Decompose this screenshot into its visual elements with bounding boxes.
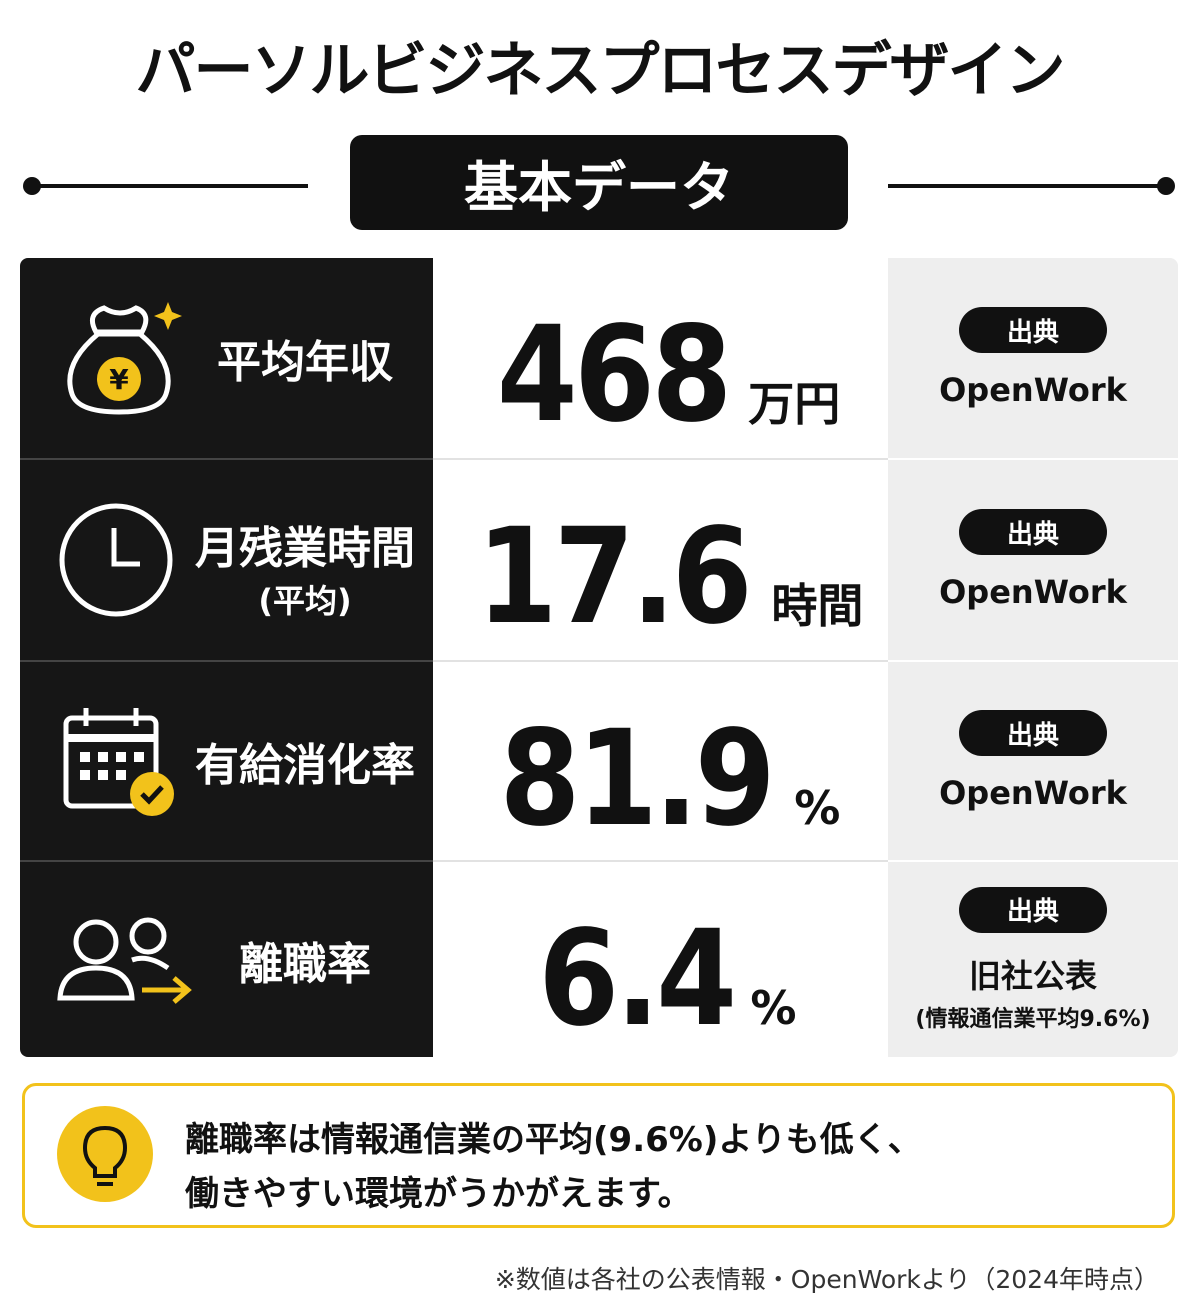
unit: %: [750, 981, 797, 1035]
source-cell: 出典 OpenWork: [888, 662, 1178, 862]
source: OpenWork: [939, 573, 1127, 611]
unit: %: [794, 781, 841, 835]
label-text: 月残業時間: [195, 523, 415, 574]
note-line: 離職率は情報通信業の平均(9.6%)よりも低く、: [185, 1120, 922, 1160]
value-cell: 17.6 時間: [433, 460, 888, 662]
label: 月残業時間 (平均): [190, 512, 420, 622]
source-label: 出典: [959, 509, 1107, 555]
label-cell: 離職率: [20, 862, 433, 1057]
svg-text:¥: ¥: [109, 363, 129, 396]
bulb-icon: [57, 1106, 153, 1202]
subtitle: 基本データ: [350, 135, 848, 230]
footnote: ※数値は各社の公表情報・OpenWorkより（2024年時点）: [494, 1265, 1159, 1294]
label: 離職率: [239, 938, 371, 990]
value: 6.4: [537, 902, 737, 1056]
note-line: 働きやすい環境がうかがえます。: [185, 1174, 692, 1214]
value: 81.9: [499, 702, 775, 856]
source: OpenWork: [939, 371, 1127, 409]
value-cell: 468 万円: [433, 258, 888, 460]
value: 17.6: [476, 500, 752, 654]
source: OpenWork: [939, 774, 1127, 812]
calendar-icon: [63, 708, 174, 816]
value: 468: [496, 298, 732, 452]
unit: 万円: [748, 377, 841, 431]
source-label: 出典: [959, 307, 1107, 353]
note-box: 離職率は情報通信業の平均(9.6%)よりも低く、 働きやすい環境がうかがえます。: [22, 1083, 1175, 1228]
source-note: (情報通信業平均9.6%): [915, 1006, 1151, 1032]
label-note: (平均): [258, 582, 352, 620]
source-cell: 出典旧社公表 (情報通信業平均9.6%): [888, 862, 1178, 1057]
unit: 時間: [771, 579, 864, 633]
label-cell: 月残業時間 (平均): [20, 460, 433, 662]
clock-icon: [59, 503, 173, 617]
source: 旧社公表: [968, 956, 1097, 995]
value-cell: 81.9%: [433, 662, 888, 862]
source-cell: 出典 OpenWork: [888, 258, 1178, 460]
label: 有給消化率: [195, 740, 415, 791]
source-label: 出典: [959, 710, 1107, 756]
value-cell: 6.4%: [433, 862, 888, 1057]
source-label: 出典: [959, 886, 1107, 933]
people-icon: [57, 917, 192, 1004]
divider-lines: [23, 177, 1175, 195]
title: パーソルビジネスプロセスデザイン: [135, 36, 1066, 106]
money-bag-icon: ¥: [67, 302, 182, 415]
label-cell: ¥ 平均年収: [20, 258, 433, 460]
source-cell: 出典 OpenWork: [888, 460, 1178, 662]
label-cell: 有給消化率: [20, 662, 433, 862]
label: 平均年収: [217, 337, 393, 388]
data-table: ¥ 平均年収 468 万円 出典 OpenWork 月残業時間 (平均) 17.6 時間…: [20, 258, 1178, 1057]
